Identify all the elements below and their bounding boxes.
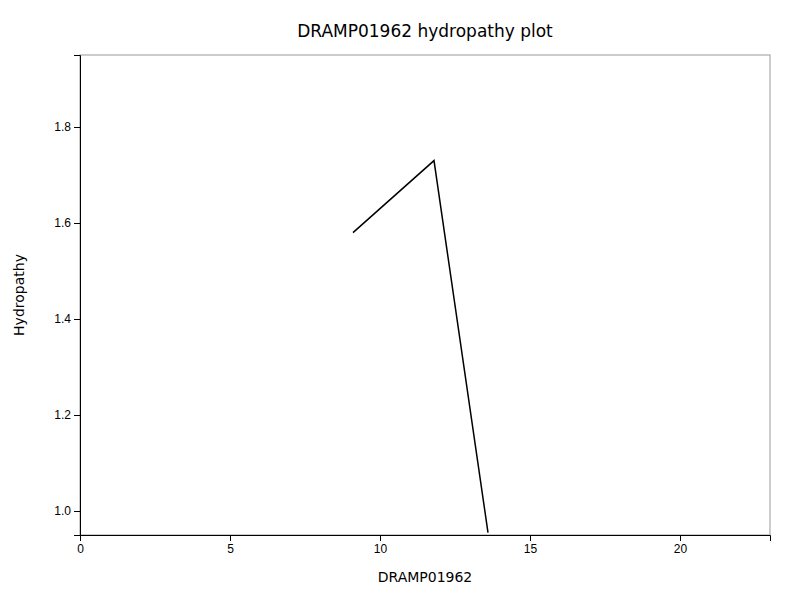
marks: [353, 161, 488, 533]
y-axis: 1.0 1.2 1.4 1.6 1.8: [54, 56, 80, 536]
y-tick-mark: [74, 223, 80, 224]
x-tick: 20: [674, 535, 688, 556]
y-tick: 1.4: [54, 312, 80, 326]
plot-frame: [80, 55, 770, 535]
x-tick-label: 0: [77, 542, 84, 556]
y-tick-mark: [74, 511, 80, 512]
x-tick-label: 10: [374, 542, 388, 556]
y-tick: 1.6: [54, 216, 80, 230]
y-axis-title: Hydropathy: [11, 254, 27, 336]
x-tick: 10: [374, 535, 388, 556]
x-tick-mark: [230, 535, 231, 541]
y-tick-label: 1.2: [54, 408, 71, 422]
x-tick: 5: [227, 535, 234, 556]
y-tick-label: 1.6: [54, 216, 71, 230]
y-tick: 1.2: [54, 408, 80, 422]
x-tick: 15: [524, 535, 538, 556]
x-tick: 0: [77, 535, 84, 556]
x-tick-mark: [680, 535, 681, 541]
y-tick: 1.0: [54, 504, 80, 518]
x-tick-label: 5: [227, 542, 234, 556]
y-tick: 1.8: [54, 120, 80, 134]
plot: 0 5 10 15 20 1.0 1.2 1.4 1.6 1.8: [54, 55, 770, 556]
x-tick-label: 20: [674, 542, 688, 556]
x-axis-line: [81, 536, 771, 542]
x-tick-mark: [380, 535, 381, 541]
chart-title: DRAMP01962 hydropathy plot: [297, 21, 553, 41]
y-tick-label: 1.8: [54, 120, 71, 134]
chart: 0 5 10 15 20 1.0 1.2 1.4 1.6 1.8 DRAMP01962 hydrop…: [0, 0, 800, 600]
x-tick-label: 15: [524, 542, 538, 556]
x-axis-title: DRAMP01962: [378, 569, 473, 585]
y-tick-mark: [74, 127, 80, 128]
y-tick-label: 1.0: [54, 504, 71, 518]
x-tick-mark: [530, 535, 531, 541]
data-line: [353, 161, 488, 533]
y-tick-label: 1.4: [54, 312, 71, 326]
y-tick-mark: [74, 319, 80, 320]
y-tick-mark: [74, 415, 80, 416]
y-axis-line: [74, 56, 81, 536]
x-axis: 0 5 10 15 20: [77, 535, 770, 556]
